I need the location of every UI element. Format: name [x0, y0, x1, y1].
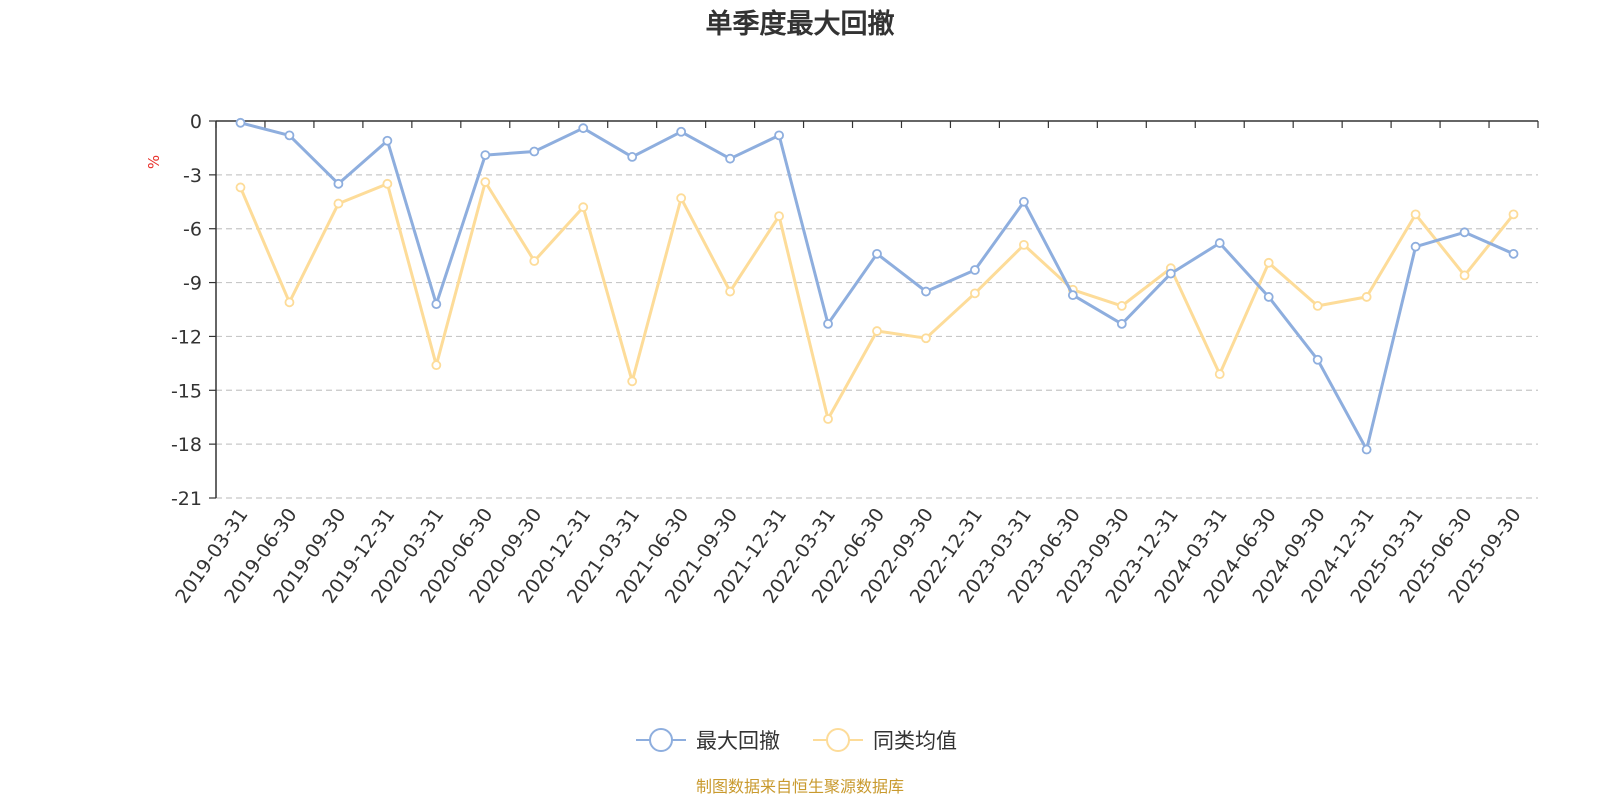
y-tick-label: -6 — [183, 219, 202, 241]
axes — [215, 120, 1538, 498]
legend-marker — [826, 728, 850, 752]
x-axis-ticks: 2019-03-312019-06-302019-09-302019-12-31… — [171, 121, 1539, 607]
data-point — [725, 286, 736, 297]
series-1 — [235, 117, 1519, 455]
data-point — [823, 414, 833, 424]
data-point — [774, 130, 784, 141]
data-point — [774, 211, 784, 222]
data-point — [382, 178, 393, 189]
data-point — [1018, 196, 1029, 207]
data-point — [1018, 239, 1029, 250]
legend[interactable]: 最大回撤 同类均值 — [636, 728, 957, 753]
data-point — [578, 202, 589, 213]
legend-item-1[interactable]: 最大回撤 — [636, 728, 780, 753]
data-point — [529, 146, 540, 157]
grid-lines — [216, 174, 1538, 499]
data-point — [333, 198, 344, 209]
chart-title: 单季度最大回撤 — [706, 8, 895, 40]
data-point — [480, 177, 491, 187]
data-point — [823, 318, 833, 329]
data-point — [1214, 238, 1225, 248]
data-point — [1116, 301, 1127, 311]
data-point — [872, 326, 882, 336]
data-point — [529, 256, 540, 266]
y-tick-label: -15 — [171, 380, 202, 402]
legend-label: 同类均值 — [873, 729, 957, 753]
data-point — [1165, 268, 1176, 279]
y-tick-label: -18 — [171, 434, 202, 456]
data-point — [1312, 354, 1323, 365]
data-point — [1067, 290, 1078, 301]
series-line — [239, 180, 1515, 421]
data-point — [627, 152, 638, 162]
data-point — [284, 297, 295, 308]
data-point — [1361, 292, 1372, 302]
data-point — [921, 333, 931, 344]
data-point — [480, 150, 491, 161]
y-tick-label: -21 — [171, 488, 202, 510]
y-tick-label: -3 — [183, 165, 202, 187]
data-point — [1214, 369, 1225, 380]
legend-label: 最大回撤 — [696, 729, 780, 753]
data-point — [1116, 318, 1127, 329]
y-tick-label: -12 — [171, 326, 202, 348]
data-point — [872, 248, 882, 259]
y-tick-label: -9 — [183, 273, 202, 295]
data-point — [1508, 248, 1519, 259]
series-2 — [235, 177, 1519, 424]
legend-marker — [649, 728, 673, 752]
data-point — [970, 288, 980, 299]
data-point — [1410, 241, 1421, 252]
data-point — [578, 123, 589, 134]
data-point — [431, 299, 442, 310]
data-point — [676, 126, 687, 137]
data-point — [1508, 209, 1519, 220]
data-point — [235, 182, 246, 193]
y-tick-label: 0 — [190, 111, 202, 133]
data-point — [921, 286, 931, 297]
data-point — [627, 376, 638, 387]
legend-item-2[interactable]: 同类均值 — [813, 728, 957, 753]
data-point — [1312, 301, 1323, 311]
data-point — [1459, 227, 1470, 238]
data-point — [1410, 209, 1421, 220]
data-point — [284, 130, 295, 141]
data-point — [676, 193, 687, 204]
data-point — [382, 135, 393, 146]
y-axis-unit: % — [145, 155, 163, 169]
series-layer — [235, 117, 1519, 455]
data-point — [1263, 292, 1274, 302]
data-point — [1263, 257, 1274, 268]
data-point — [235, 117, 246, 128]
y-axis-ticks: 0 -3 -6 -9 -12 -15 -18 -21 — [171, 111, 216, 510]
data-point — [431, 360, 442, 371]
data-point — [1361, 444, 1372, 455]
data-point — [333, 178, 344, 189]
data-point — [970, 265, 980, 275]
series-line — [240, 121, 1515, 451]
source-note: 制图数据来自恒生聚源数据库 — [696, 777, 904, 796]
data-point — [1459, 270, 1470, 281]
data-point — [725, 153, 736, 164]
